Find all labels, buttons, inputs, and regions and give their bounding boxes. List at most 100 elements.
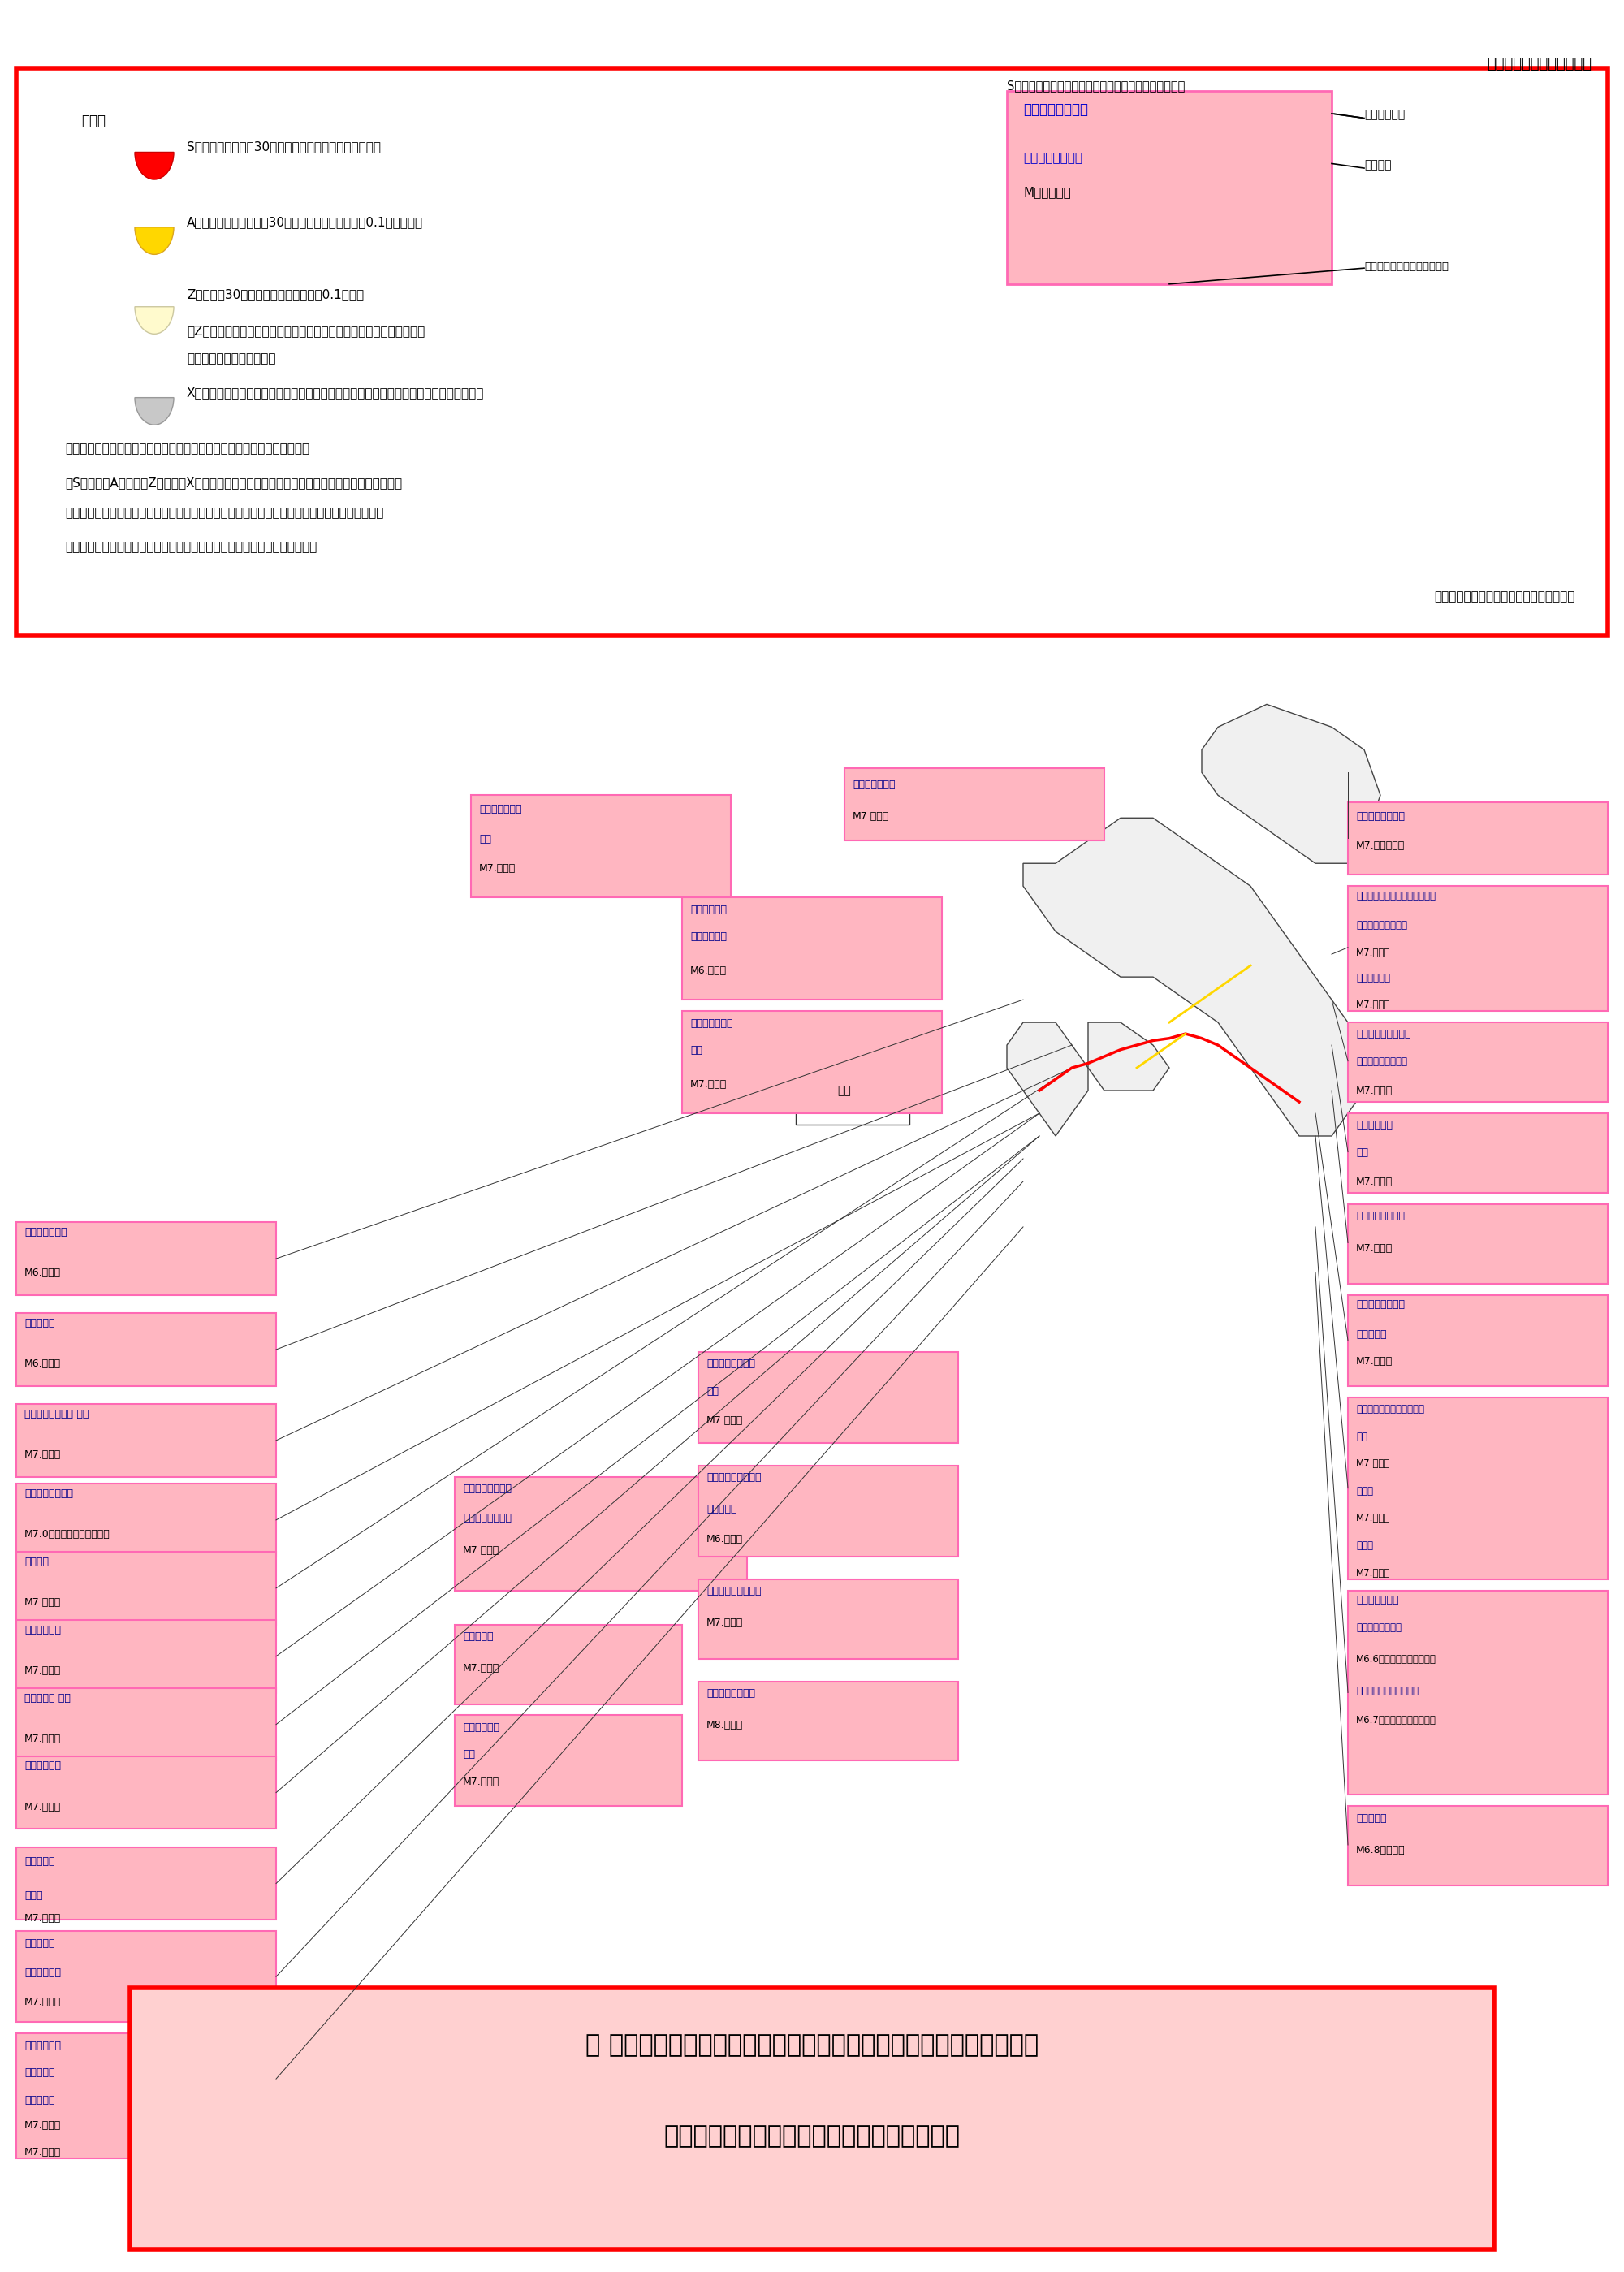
Bar xyxy=(698,1681,958,1761)
Wedge shape xyxy=(135,398,174,425)
Wedge shape xyxy=(135,307,174,334)
Text: Sランク、Aランク、Zランク、Xランクのいずれも、すぐに地震が起こることが否定できない。: Sランク、Aランク、Zランク、Xランクのいずれも、すぐに地震が起こることが否定で… xyxy=(65,477,403,488)
Text: 八代海区間: 八代海区間 xyxy=(24,2068,55,2079)
Text: 菊川断層帯 中部: 菊川断層帯 中部 xyxy=(24,1693,70,1704)
Text: 地震規模（マグニチュード）: 地震規模（マグニチュード） xyxy=(1364,261,1449,273)
Text: M7.２程度: M7.２程度 xyxy=(1356,1086,1393,1097)
Text: 奈良盆地東縁断層帯: 奈良盆地東縁断層帯 xyxy=(706,1586,762,1597)
Text: 木曽山脈西縁断層帯: 木曽山脈西縁断層帯 xyxy=(706,1472,762,1484)
Text: ・ひとつの断層帯のうち、活動区間によってランクが異なる場合がある。: ・ひとつの断層帯のうち、活動区間によってランクが異なる場合がある。 xyxy=(65,443,310,454)
Bar xyxy=(1348,1397,1608,1579)
Text: 三浦半島断層群: 三浦半島断層群 xyxy=(1356,1595,1398,1606)
Text: M6.３程度: M6.３程度 xyxy=(706,1534,744,1545)
Text: M7.６程度: M7.６程度 xyxy=(463,1777,500,1788)
Text: M6.6程度もしくはそれ以上: M6.6程度もしくはそれ以上 xyxy=(1356,1654,1436,1665)
Polygon shape xyxy=(1202,704,1380,863)
Text: M7.１程度: M7.１程度 xyxy=(690,1079,728,1091)
Text: ２０２２年１月１３日公表: ２０２２年１月１３日公表 xyxy=(1488,57,1592,70)
Text: 砺波平野断層帯・呉羽山断層帯: 砺波平野断層帯・呉羽山断層帯 xyxy=(1356,891,1436,902)
Text: M7.６程度: M7.６程度 xyxy=(24,1734,62,1745)
Text: M6.９程度: M6.９程度 xyxy=(24,1359,62,1370)
Bar xyxy=(1348,1295,1608,1386)
Text: 東部: 東部 xyxy=(690,1045,702,1056)
Text: M7.４程度: M7.４程度 xyxy=(1356,1177,1393,1188)
Text: 新庄盆地断層帯: 新庄盆地断層帯 xyxy=(690,1018,732,1029)
Text: る強い揺れに見舞われるおそれがあります。: る強い揺れに見舞われるおそれがあります。 xyxy=(664,2124,960,2147)
Text: 上町断層帯: 上町断層帯 xyxy=(463,1631,494,1643)
Bar xyxy=(682,1011,942,1113)
Text: M7.２程度: M7.２程度 xyxy=(24,1913,62,1924)
Bar xyxy=(16,1313,276,1386)
Text: M7.７程度: M7.７程度 xyxy=(1356,1459,1390,1470)
Text: 活動区間: 活動区間 xyxy=(1364,159,1392,170)
Text: M7.２程度: M7.２程度 xyxy=(1356,1243,1393,1254)
Text: 琵琶湖西岸断層帯 北部: 琵琶湖西岸断層帯 北部 xyxy=(24,1409,89,1420)
Text: 黒松内低地断層帯: 黒松内低地断層帯 xyxy=(1356,811,1405,822)
Bar xyxy=(844,768,1104,841)
Text: 福智山断層帯: 福智山断層帯 xyxy=(24,1761,62,1772)
Text: 北部: 北部 xyxy=(1356,1431,1367,1443)
Text: 警固断層帯: 警固断層帯 xyxy=(24,1856,55,1868)
Text: 塩沢断層帯: 塩沢断層帯 xyxy=(1356,1813,1387,1824)
Text: 高田平野東縁断層帯: 高田平野東縁断層帯 xyxy=(1356,1056,1406,1068)
Text: 阿寺断層帯: 阿寺断層帯 xyxy=(24,1318,55,1329)
Bar xyxy=(130,1988,1494,2249)
Text: M8.０程度: M8.０程度 xyxy=(706,1720,744,1731)
Text: 高山・大原断層帯: 高山・大原断層帯 xyxy=(1356,1300,1405,1311)
Text: （Zランクでも、活断層が存在すること自体、当該地域で大きな地震が: （Zランクでも、活断層が存在すること自体、当該地域で大きな地震が xyxy=(187,325,425,336)
Text: ・新たな知見が得られた場合には、地震発生確率の値は変わることがある。: ・新たな知見が得られた場合には、地震発生確率の値は変わることがある。 xyxy=(65,541,317,552)
Text: M7.３程度: M7.３程度 xyxy=(24,1997,62,2008)
Wedge shape xyxy=(135,227,174,254)
Bar xyxy=(1348,1022,1608,1102)
Text: M7.０程度: M7.０程度 xyxy=(1356,947,1390,959)
Bar xyxy=(1348,1806,1608,1886)
Bar xyxy=(1007,91,1332,284)
Text: 庄内平野東縁: 庄内平野東縁 xyxy=(690,904,728,916)
Text: 雲仙断層群: 雲仙断層群 xyxy=(24,1938,55,1949)
Bar xyxy=(1348,1113,1608,1193)
Text: M7.２程度: M7.２程度 xyxy=(1356,1356,1393,1368)
Bar xyxy=(16,1620,276,1693)
Text: M7.１程度: M7.１程度 xyxy=(24,1450,62,1461)
Text: 山形盆地断層帯: 山形盆地断層帯 xyxy=(479,804,521,816)
Text: M7.６程度: M7.６程度 xyxy=(706,1415,744,1427)
Text: 十日町断層帯: 十日町断層帯 xyxy=(1356,1120,1393,1131)
Text: 弥栄断層: 弥栄断層 xyxy=(24,1556,49,1568)
Bar xyxy=(16,1688,276,1761)
Text: 宍道（鹿島）断層: 宍道（鹿島）断層 xyxy=(24,1488,73,1500)
Text: 砺波平野断層帯東部: 砺波平野断層帯東部 xyxy=(1356,920,1406,932)
Bar xyxy=(1348,886,1608,1011)
Bar xyxy=(698,1579,958,1659)
Bar xyxy=(682,897,942,1000)
Bar xyxy=(1348,802,1608,875)
Text: 凡例：: 凡例： xyxy=(81,114,106,127)
Text: Xランク：地震発生確率が不明（過去の地震のデータが少ないため、確率の評価が困難）: Xランク：地震発生確率が不明（過去の地震のデータが少ないため、確率の評価が困難） xyxy=(187,386,484,398)
Bar xyxy=(16,1484,276,1556)
Text: また、確率値が低いように見えても、決して地震が発生しないことを意味するものではない。: また、確率値が低いように見えても、決して地震が発生しないことを意味するものではな… xyxy=(65,507,383,518)
Text: 周防灘断層帯: 周防灘断層帯 xyxy=(463,1722,500,1734)
Text: 安芸灘断層帯: 安芸灘断層帯 xyxy=(24,1624,62,1636)
Text: 主部: 主部 xyxy=(706,1386,718,1397)
Text: M7.0程度もしくはそれ以上: M7.0程度もしくはそれ以上 xyxy=(24,1529,110,1540)
Text: M6.８程度: M6.８程度 xyxy=(24,1268,62,1279)
Text: 国府断層帯: 国府断層帯 xyxy=(1356,1329,1387,1340)
Bar xyxy=(455,1715,682,1806)
Text: 主部：衣笠・北武断層帯: 主部：衣笠・北武断層帯 xyxy=(1356,1686,1419,1697)
Bar xyxy=(16,1404,276,1477)
Text: 南東部: 南東部 xyxy=(24,1890,42,1902)
Text: 中北部: 中北部 xyxy=(1356,1486,1374,1497)
Text: ランクの算定基準日は２０２２年１月１日: ランクの算定基準日は２０２２年１月１日 xyxy=(1434,591,1575,602)
Text: M7.２程度: M7.２程度 xyxy=(24,1802,62,1813)
Text: M７．５程度: M７．５程度 xyxy=(1023,186,1070,198)
Text: 石鎚山脈北縁西部: 石鎚山脈北縁西部 xyxy=(1023,152,1082,164)
Text: 全部: 全部 xyxy=(463,1749,474,1761)
Text: 高田平野東縁断層帯: 高田平野東縁断層帯 xyxy=(1356,1029,1411,1041)
Text: 中央構造線断層帯: 中央構造線断層帯 xyxy=(1023,102,1088,116)
Text: 糸魚川－静岡構造線断層帯: 糸魚川－静岡構造線断層帯 xyxy=(1356,1404,1424,1415)
Text: 中央構造線断層帯: 中央構造線断層帯 xyxy=(463,1484,512,1495)
Bar xyxy=(16,1756,276,1829)
Wedge shape xyxy=(135,152,174,179)
Bar xyxy=(16,1931,276,2022)
Text: 北部: 北部 xyxy=(479,834,490,845)
Text: M6.7程度もしくはそれ以上: M6.7程度もしくはそれ以上 xyxy=(1356,1715,1436,1727)
